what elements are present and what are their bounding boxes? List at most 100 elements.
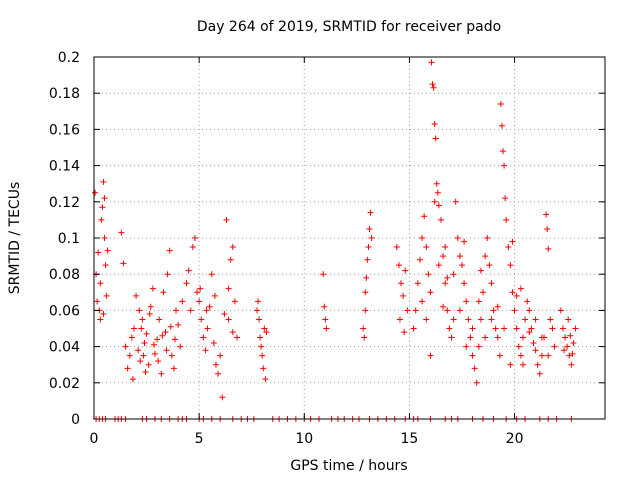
data-point <box>412 307 419 314</box>
data-point <box>138 325 145 332</box>
data-point <box>480 289 487 296</box>
data-point <box>456 307 463 314</box>
data-point <box>471 365 478 372</box>
y-axis-label: SRMTID / TECUs <box>7 182 23 295</box>
axis-ticks <box>93 56 605 420</box>
data-point <box>137 358 144 365</box>
data-point <box>258 343 265 350</box>
data-point <box>100 311 107 318</box>
data-point <box>456 253 463 260</box>
data-point <box>421 213 428 220</box>
data-point <box>549 325 556 332</box>
x-tick-label: 0 <box>90 431 99 447</box>
data-point <box>211 292 218 299</box>
data-point <box>219 394 226 401</box>
data-point <box>262 376 269 383</box>
data-point <box>208 271 215 278</box>
data-point <box>361 334 368 341</box>
data-point <box>396 316 403 323</box>
data-point <box>215 370 222 377</box>
data-point <box>166 247 173 254</box>
data-point <box>129 376 136 383</box>
data-point <box>147 303 154 310</box>
data-point <box>141 339 148 346</box>
data-point <box>97 280 104 287</box>
data-point <box>143 330 150 337</box>
data-point <box>323 325 330 332</box>
data-point <box>167 323 174 330</box>
data-point <box>210 339 217 346</box>
data-point <box>488 316 495 323</box>
data-point <box>570 339 577 346</box>
data-point <box>189 244 196 251</box>
data-point <box>560 347 567 354</box>
data-point <box>566 352 573 359</box>
data-point <box>149 285 156 292</box>
data-point <box>133 292 140 299</box>
data-point <box>431 198 438 205</box>
data-point <box>442 244 449 251</box>
data-point <box>435 262 442 269</box>
data-point <box>253 307 260 314</box>
data-point <box>500 148 507 155</box>
data-point <box>450 316 457 323</box>
data-point <box>223 216 230 223</box>
data-point <box>173 307 180 314</box>
data-point <box>140 352 147 359</box>
data-point <box>229 329 236 336</box>
data-point <box>155 358 162 365</box>
data-point <box>100 178 107 185</box>
data-point <box>367 209 374 216</box>
data-point <box>416 256 423 263</box>
data-point <box>212 361 219 368</box>
y-tick-label: 0.04 <box>49 340 80 356</box>
data-point <box>551 343 558 350</box>
data-point <box>217 352 224 359</box>
data-point <box>126 352 133 359</box>
data-point <box>430 84 437 91</box>
data-point <box>544 225 551 232</box>
x-tick-label: 5 <box>195 431 204 447</box>
data-point <box>142 368 149 375</box>
data-point <box>511 307 518 314</box>
data-point <box>469 352 476 359</box>
data-point <box>482 334 489 341</box>
data-point <box>187 307 194 314</box>
data-point <box>477 267 484 274</box>
data-point <box>528 325 535 332</box>
data-point <box>536 370 543 377</box>
data-point <box>526 307 533 314</box>
data-point <box>538 352 545 359</box>
data-point <box>257 334 264 341</box>
data-point <box>475 343 482 350</box>
data-point <box>160 289 167 296</box>
data-point <box>322 316 329 323</box>
data-point <box>118 229 125 236</box>
chart-title: Day 264 of 2019, SRMTID for receiver pad… <box>197 19 501 35</box>
data-point <box>200 334 207 341</box>
data-point <box>513 292 520 299</box>
data-point <box>101 235 108 241</box>
data-point <box>475 298 482 305</box>
data-point <box>502 195 509 202</box>
data-point <box>363 274 370 281</box>
data-point <box>128 334 135 341</box>
data-point <box>94 298 101 305</box>
data-point <box>185 267 192 274</box>
data-point <box>569 350 576 357</box>
data-point <box>410 325 417 332</box>
data-point <box>197 285 204 292</box>
x-tick-label: 10 <box>295 431 313 447</box>
data-point <box>498 122 505 129</box>
data-point <box>486 262 493 269</box>
data-point <box>484 235 491 241</box>
data-point <box>547 316 554 323</box>
data-point <box>572 325 579 332</box>
data-point <box>440 253 447 260</box>
y-tick-label: 0.16 <box>49 122 80 138</box>
data-point <box>427 289 434 296</box>
data-point <box>465 316 472 323</box>
data-point <box>225 285 232 292</box>
y-tick-labels: 0 0.02 0.04 0.06 0.08 0.1 0.12 0.14 0.16 0.18 0.2 <box>49 50 80 428</box>
data-point <box>517 285 524 292</box>
